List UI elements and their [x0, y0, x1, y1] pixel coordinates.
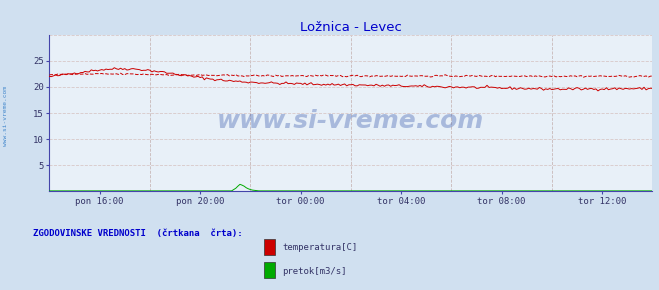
Text: www.si-vreme.com: www.si-vreme.com	[3, 86, 8, 146]
Text: ZGODOVINSKE VREDNOSTI  (črtkana  črta):: ZGODOVINSKE VREDNOSTI (črtkana črta):	[33, 229, 243, 238]
Text: temperatura[C]: temperatura[C]	[282, 243, 357, 253]
Text: pretok[m3/s]: pretok[m3/s]	[282, 267, 347, 276]
Text: www.si-vreme.com: www.si-vreme.com	[217, 109, 484, 133]
Title: Ložnica - Levec: Ložnica - Levec	[300, 21, 402, 34]
